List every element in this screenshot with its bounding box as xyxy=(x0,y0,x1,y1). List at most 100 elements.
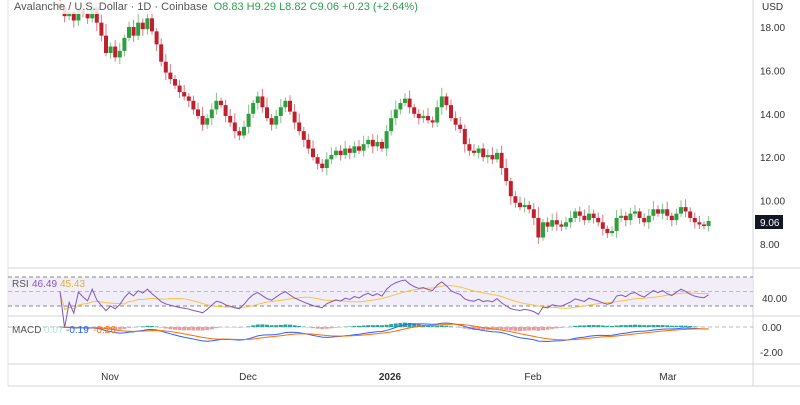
candle-up xyxy=(610,231,614,233)
macd-histogram-bar xyxy=(270,325,274,327)
macd-histogram-bar xyxy=(283,324,287,327)
candle-down xyxy=(178,86,182,93)
candle-down xyxy=(104,36,108,53)
candle-down xyxy=(302,131,306,140)
macd-histogram-bar xyxy=(573,326,577,327)
macd-histogram-bar xyxy=(362,326,366,327)
macd-histogram-bar xyxy=(168,327,172,329)
candle-down xyxy=(196,109,200,116)
macd-histogram-bar xyxy=(638,325,642,327)
candle-down xyxy=(113,47,117,58)
candle-down xyxy=(339,151,343,155)
macd-histogram-bar xyxy=(601,325,605,327)
macd-histogram-bar xyxy=(325,327,329,329)
candle-up xyxy=(375,142,379,146)
candle-up xyxy=(283,101,287,108)
macd-line xyxy=(60,323,709,341)
macd-histogram-bar xyxy=(293,325,297,327)
macd-histogram-bar xyxy=(375,325,379,327)
macd-histogram-bar xyxy=(605,326,609,327)
macd-histogram-bar xyxy=(444,326,448,327)
macd-histogram-bar xyxy=(688,326,692,327)
candle-down xyxy=(702,224,706,226)
candle-up xyxy=(564,222,568,226)
rsi-label: RSI xyxy=(12,279,29,290)
candle-down xyxy=(665,209,669,216)
ohlc-readout: O8.83 H9.29 L8.82 C9.06 +0.23 (+2.64%) xyxy=(214,1,418,13)
macd-histogram-bar xyxy=(596,325,600,327)
macd-histogram-bar xyxy=(279,325,283,327)
macd-histogram-bar xyxy=(196,327,200,331)
macd-label: MACD xyxy=(12,325,41,336)
candle-down xyxy=(559,224,563,226)
macd-histogram-bar xyxy=(118,327,122,330)
macd-histogram-bar xyxy=(651,325,655,327)
candle-down xyxy=(311,149,315,158)
candle-down xyxy=(509,181,513,196)
candle-down xyxy=(656,209,660,213)
currency-label: USD xyxy=(762,2,783,13)
candle-down xyxy=(348,149,352,153)
candle-up xyxy=(389,118,393,131)
candle-up xyxy=(477,149,481,153)
candle-down xyxy=(684,207,688,211)
candle-up xyxy=(394,109,398,118)
candle-down xyxy=(624,216,628,220)
macd-histogram-bar xyxy=(661,325,665,327)
candle-down xyxy=(159,44,163,61)
candle-down xyxy=(490,155,494,159)
candle-down xyxy=(688,211,692,218)
candle-down xyxy=(472,151,476,153)
price-tick: 12.00 xyxy=(760,153,785,164)
candle-down xyxy=(605,229,609,233)
candle-up xyxy=(679,207,683,214)
candle-up xyxy=(242,127,246,136)
candle-up xyxy=(343,149,347,156)
macd-histogram-bar xyxy=(122,327,126,329)
macd-histogram-bar xyxy=(329,327,333,328)
price-tick: 10.00 xyxy=(760,197,785,208)
candle-down xyxy=(233,122,237,131)
macd-histogram-bar xyxy=(435,326,439,327)
macd-histogram-bar xyxy=(523,327,527,331)
candle-up xyxy=(647,216,651,223)
candle-up xyxy=(329,155,333,159)
candle-down xyxy=(578,211,582,215)
candle-down xyxy=(426,116,430,120)
candle-down xyxy=(224,105,228,116)
macd-histogram-bar xyxy=(256,325,260,327)
candle-up xyxy=(385,131,389,148)
macd-histogram-bar xyxy=(592,325,596,327)
candle-up xyxy=(366,140,370,144)
candle-up xyxy=(403,99,407,103)
rsi-value: 46.49 xyxy=(32,279,57,290)
candle-up xyxy=(398,103,402,110)
macd-histogram-bar xyxy=(201,327,205,331)
macd-histogram-bar xyxy=(210,327,214,329)
macd-histogram-bar xyxy=(265,325,269,327)
candle-up xyxy=(628,214,632,221)
candle-down xyxy=(670,216,674,220)
macd-histogram-bar xyxy=(518,327,522,331)
candle-up xyxy=(421,116,425,118)
candle-up xyxy=(633,211,637,213)
candle-down xyxy=(288,101,292,112)
macd-histogram-bar xyxy=(619,325,623,327)
time-tick: 2026 xyxy=(379,372,402,383)
candle-up xyxy=(362,144,366,151)
macd-histogram-bar xyxy=(150,326,154,327)
candle-down xyxy=(380,142,384,149)
macd-histogram-bar xyxy=(684,326,688,327)
candle-up xyxy=(495,153,499,160)
candle-up xyxy=(210,109,214,118)
candle-up xyxy=(674,214,678,221)
candle-up xyxy=(274,116,278,125)
candle-down xyxy=(536,218,540,238)
candle-up xyxy=(118,51,122,58)
candle-down xyxy=(467,144,471,151)
candle-down xyxy=(320,164,324,168)
macd-histogram-bar xyxy=(504,327,508,330)
macd-histogram-bar xyxy=(141,326,145,327)
